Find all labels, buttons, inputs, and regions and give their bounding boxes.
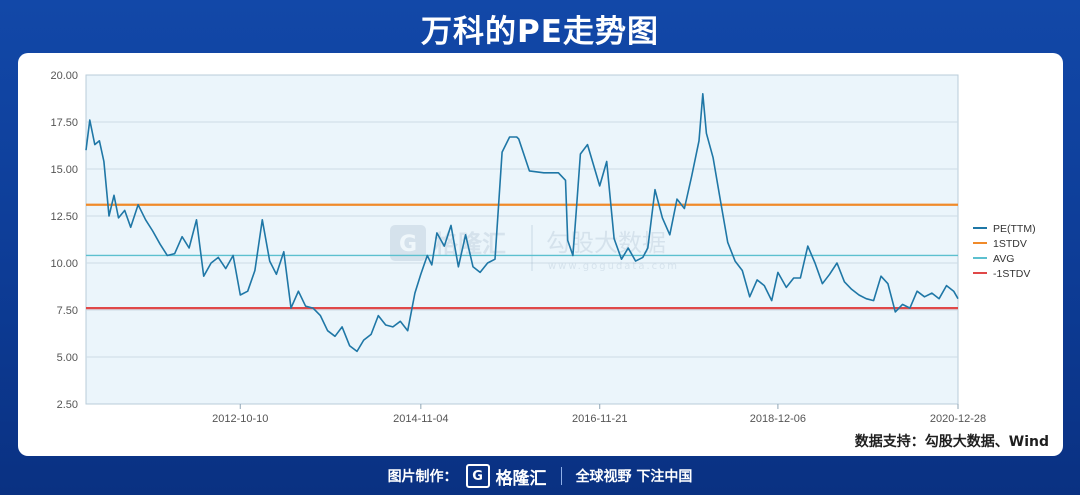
grid-lines <box>86 121 958 358</box>
svg-text:G: G <box>399 232 417 257</box>
x-tick-label: 2016-11-21 <box>572 413 627 425</box>
y-tick-label: 10.00 <box>50 258 78 270</box>
reference-lines <box>86 203 958 310</box>
legend-label: 1STDV <box>993 238 1027 250</box>
y-tick-label: 2.50 <box>57 399 78 411</box>
legend-label: PE(TTM) <box>993 223 1036 235</box>
legend-label: -1STDV <box>993 268 1030 280</box>
legend: PE(TTM) 1STDV AVG -1STDV <box>973 223 1036 280</box>
y-tick-label: 5.00 <box>57 352 78 364</box>
x-tick-label: 2012-10-10 <box>212 413 268 425</box>
y-tick-label: 17.50 <box>50 117 78 129</box>
pe-series-line <box>85 93 959 353</box>
y-tick-label: 12.50 <box>50 211 78 223</box>
footer-brand-name: 格隆汇 <box>495 468 547 489</box>
data-source-note: 数据支持：勾股大数据、Wind <box>854 434 1049 450</box>
made-by-label: 图片制作： <box>387 469 458 485</box>
chart-card: 2.50 5.00 7.50 10.00 12.50 15.00 17.50 20.00 20… <box>18 53 1063 456</box>
page-title: 万科的PE走势图 <box>421 14 659 50</box>
x-tick-label: 2018-12-06 <box>750 413 806 425</box>
footer-slogan: 全球视野 下注中国 <box>575 469 693 485</box>
y-axis-ticks: 2.50 5.00 7.50 10.00 12.50 15.00 17.50 20.00 <box>50 70 78 411</box>
watermark-url: www.gogudata.com <box>548 261 679 272</box>
footer-divider <box>560 467 562 485</box>
footer-bar: 图片制作： G 格隆汇 全球视野 下注中国 <box>0 462 1080 490</box>
pe-line-chart: 2.50 5.00 7.50 10.00 12.50 15.00 17.50 20.00 20… <box>50 70 1036 425</box>
y-tick-label: 15.00 <box>50 164 78 176</box>
plot-area <box>85 74 959 405</box>
legend-label: AVG <box>993 253 1014 265</box>
x-tick-label: 2020-12-28 <box>930 413 986 425</box>
brand-logo-icon: G <box>465 464 490 488</box>
x-tick-label: 2014-11-04 <box>393 413 448 425</box>
x-axis-ticks: 2012-10-10 2014-11-04 2016-11-21 2018-12-06… <box>212 404 986 425</box>
y-tick-label: 7.50 <box>57 305 78 317</box>
y-tick-label: 20.00 <box>50 70 78 82</box>
watermark-logo-icon <box>390 225 426 261</box>
